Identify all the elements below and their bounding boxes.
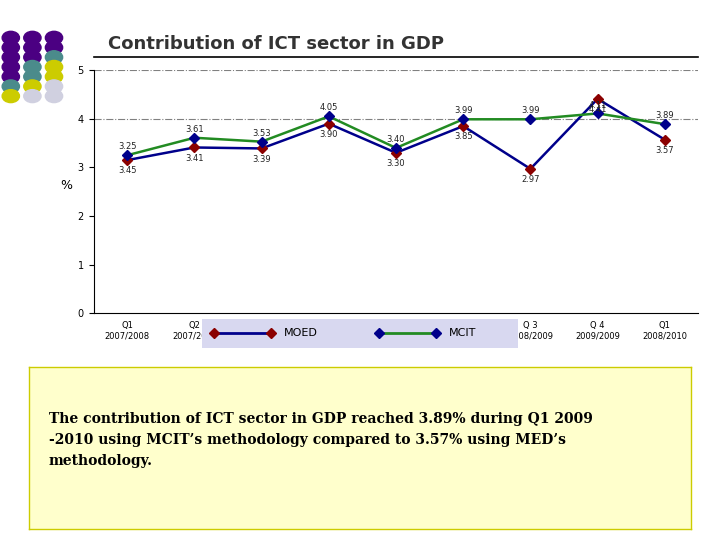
Text: 3.57: 3.57	[655, 146, 674, 155]
Text: 3.99: 3.99	[521, 106, 540, 116]
Text: MCIT: MCIT	[449, 328, 476, 339]
Text: 3.89: 3.89	[655, 111, 674, 120]
Text: 3.61: 3.61	[185, 125, 204, 134]
Text: 3.25: 3.25	[118, 143, 137, 151]
Text: 3.30: 3.30	[387, 159, 405, 168]
Text: 4.05: 4.05	[320, 104, 338, 112]
Text: 4.11: 4.11	[588, 100, 607, 110]
Y-axis label: %: %	[60, 179, 73, 192]
Text: The contribution of ICT sector in GDP reached 3.89% during Q1 2009
-2010 using M: The contribution of ICT sector in GDP re…	[49, 413, 593, 468]
Text: 3.85: 3.85	[454, 132, 472, 141]
Text: 3.39: 3.39	[252, 155, 271, 164]
Text: 3.40: 3.40	[387, 135, 405, 144]
Text: MOED: MOED	[284, 328, 318, 339]
Text: 4.41: 4.41	[588, 105, 607, 114]
Text: 3.99: 3.99	[454, 106, 472, 116]
Text: 3.41: 3.41	[185, 154, 204, 163]
Text: 2.97: 2.97	[521, 175, 540, 184]
Text: 3.90: 3.90	[320, 130, 338, 139]
Text: Contribution of ICT sector in GDP: Contribution of ICT sector in GDP	[108, 35, 444, 53]
Text: 3.45: 3.45	[118, 166, 137, 176]
Text: 3.53: 3.53	[252, 129, 271, 138]
